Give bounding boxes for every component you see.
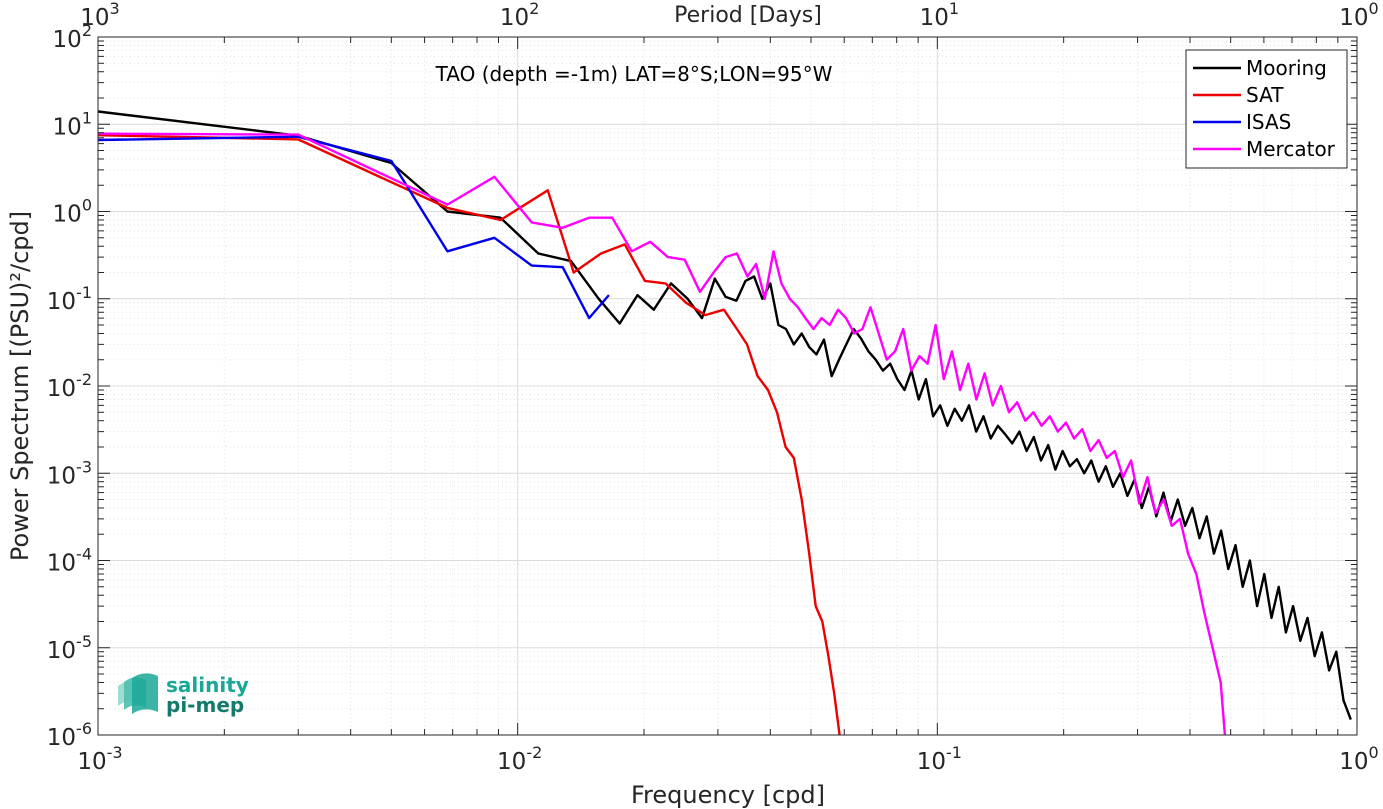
top-tick-label: 103 <box>80 0 119 31</box>
series-layer <box>97 110 1352 736</box>
y-axis-label: Power Spectrum [(PSU)²/cpd] <box>6 211 34 561</box>
y-tick-label: 101 <box>53 108 92 140</box>
y-tick-label: 102 <box>53 21 92 53</box>
x-axis-label: Frequency [cpd] <box>631 781 825 809</box>
top-tick-label: 102 <box>500 0 539 31</box>
top-axis-label: Period [Days] <box>674 3 822 28</box>
wave-logo-icon <box>118 673 158 714</box>
y-tick-label: 10-6 <box>47 719 92 751</box>
logo-line2: pi-mep <box>166 693 244 717</box>
tick-marks <box>97 36 1358 736</box>
y-tick-label: 10-3 <box>47 457 92 489</box>
y-tick-labels: 102 101 100 10-1 10-2 10-3 10-4 10-5 10-6 <box>47 21 92 751</box>
chart-title: TAO (depth =-1m) LAT=8°S;LON=95°W <box>435 62 833 86</box>
y-tick-label: 10-5 <box>47 632 92 664</box>
series-line-sat <box>97 134 841 736</box>
x-tick-label: 10-3 <box>77 743 122 775</box>
legend-label-mercator: Mercator <box>1246 137 1336 161</box>
legend-items: Mooring SAT ISAS Mercator <box>1193 56 1336 161</box>
y-tick-label: 10-1 <box>47 283 92 315</box>
x-tick-label: 100 <box>1339 743 1378 775</box>
x-tick-labels: 10-3 10-2 10-1 100 <box>77 743 1378 775</box>
x-tick-label: 10-1 <box>917 743 962 775</box>
legend-label-sat: SAT <box>1246 83 1284 107</box>
legend: Mooring SAT ISAS Mercator <box>1185 49 1348 169</box>
x-tick-label: 10-2 <box>497 743 542 775</box>
top-tick-label: 100 <box>1339 0 1378 31</box>
top-tick-label: 101 <box>920 0 959 31</box>
y-tick-label: 100 <box>53 196 92 228</box>
series-line-mooring <box>97 110 1352 721</box>
series-line-mercator <box>97 132 1227 736</box>
legend-label-isas: ISAS <box>1246 110 1291 134</box>
legend-label-mooring: Mooring <box>1246 56 1327 80</box>
top-tick-labels: 103 102 101 100 <box>80 0 1378 31</box>
y-tick-label: 10-4 <box>47 545 92 577</box>
series-line-isas <box>97 135 610 320</box>
salinity-logo: salinity pi-mep <box>118 673 249 717</box>
y-tick-label: 10-2 <box>47 370 92 402</box>
logo-line1: salinity <box>166 673 249 697</box>
